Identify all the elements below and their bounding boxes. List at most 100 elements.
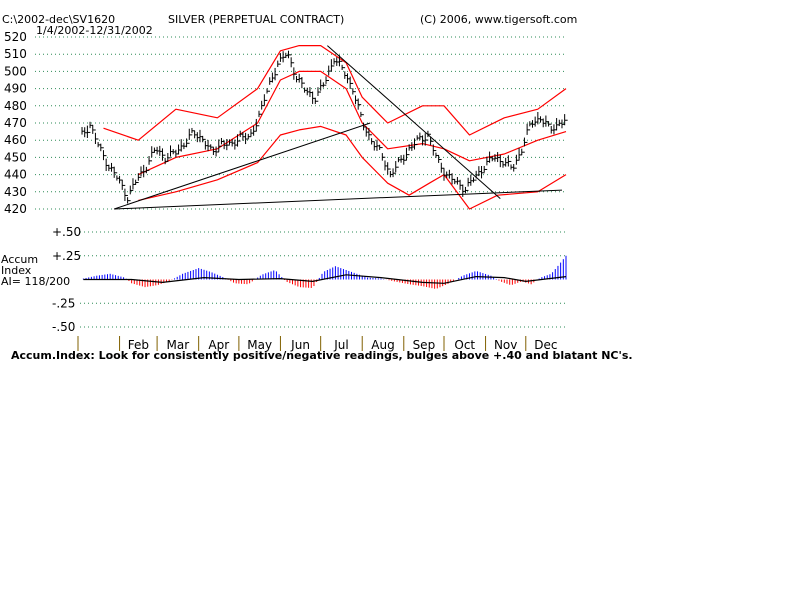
price-bar [395, 161, 399, 173]
price-bar [100, 143, 104, 152]
price-bar [403, 154, 407, 165]
price-bar [430, 136, 434, 146]
price-bar [129, 185, 134, 195]
price-tick-label: 500 [4, 64, 27, 78]
accum-histogram [82, 255, 567, 289]
price-bar [287, 50, 292, 59]
mid-band-line [138, 70, 567, 176]
accum-tick-label: -.50 [52, 320, 75, 334]
price-bar [513, 164, 517, 172]
price-bar [167, 153, 171, 162]
price-bar [360, 111, 364, 118]
price-bar [145, 166, 150, 174]
price-bar [161, 148, 166, 161]
price-bar [137, 173, 142, 181]
price-bar [124, 188, 128, 202]
price-bar [121, 179, 126, 190]
price-bar [94, 132, 99, 145]
month-label: Apr [208, 338, 229, 352]
price-bar [237, 134, 241, 147]
price-bar [424, 133, 429, 146]
price-bar [381, 153, 386, 161]
price-bar [427, 130, 431, 138]
price-bar [371, 138, 375, 145]
price-bar [481, 165, 485, 179]
price-y-axis: 520 510 500 490 480 470 460 450 440 430 420 [4, 30, 27, 216]
price-bar [277, 60, 281, 67]
price-bar [186, 138, 190, 148]
price-bar [387, 162, 391, 175]
footer-note: Accum.Index: Look for consistently posit… [11, 349, 633, 362]
price-bar [325, 76, 330, 84]
price-bands [103, 44, 567, 210]
price-bar [472, 177, 477, 183]
price-bar [102, 150, 107, 161]
month-label: Aug [371, 338, 394, 352]
price-tick-label: 430 [4, 185, 27, 199]
month-label: Feb [128, 338, 149, 352]
price-bar [483, 165, 488, 173]
price-bar [148, 156, 153, 165]
price-tick-label: 490 [4, 82, 27, 96]
accum-tick-label: +.50 [52, 225, 81, 239]
price-tick-label: 450 [4, 150, 27, 164]
price-bar [548, 121, 552, 127]
price-bar [258, 110, 262, 118]
month-label: Mar [167, 338, 190, 352]
trendline [327, 45, 501, 200]
accum-label-accum: Accum [1, 253, 38, 266]
month-label: Nov [494, 338, 517, 352]
price-bar [266, 88, 271, 94]
price-bar [392, 168, 397, 178]
month-label: Sep [413, 338, 436, 352]
accum-tick-label: +.25 [52, 249, 81, 263]
accum-tick-label: -.25 [52, 296, 75, 310]
price-bar [464, 186, 469, 194]
month-label: Dec [534, 338, 557, 352]
price-bar [290, 57, 295, 68]
price-tick-label: 420 [4, 202, 27, 216]
month-label: Jun [290, 338, 310, 352]
price-bar [135, 179, 139, 185]
price-bar [261, 100, 265, 110]
price-bar [438, 155, 442, 163]
price-bar [432, 144, 437, 156]
trendlines [114, 45, 562, 210]
price-bar [352, 88, 356, 95]
price-bar [564, 114, 568, 126]
price-bar [314, 97, 319, 105]
price-tick-label: 520 [4, 30, 27, 44]
price-bar [113, 166, 118, 178]
price-bar [255, 118, 260, 132]
price-bar [440, 162, 445, 173]
price-tick-label: 460 [4, 133, 27, 147]
price-bar [357, 98, 362, 110]
accum-annotation: AI= 118/200 [1, 275, 70, 288]
price-tick-label: 470 [4, 116, 27, 130]
price-bar [507, 155, 512, 167]
price-bar [526, 123, 531, 135]
price-bar [188, 128, 193, 140]
price-tick-label: 480 [4, 99, 27, 113]
month-label: May [247, 338, 272, 352]
price-bar [521, 148, 525, 156]
month-label: Jul [333, 338, 348, 352]
price-gridlines [35, 36, 566, 210]
price-bars [81, 50, 568, 204]
price-bar [349, 76, 354, 89]
date-range: 1/4/2002-12/31/2002 [36, 24, 153, 37]
upper-band-line [103, 44, 567, 141]
price-bar [218, 139, 222, 152]
price-bar [301, 76, 305, 89]
price-bar [405, 147, 410, 161]
price-bar [202, 135, 206, 143]
chart-title: SILVER (PERPETUAL CONTRACT) [168, 13, 345, 26]
month-axis: Feb Mar Apr May Jun Jul Aug Sep Oct Nov Dec [77, 336, 558, 352]
month-label: Oct [454, 338, 475, 352]
price-bar [523, 137, 528, 147]
price-bar [341, 64, 346, 70]
price-bar [274, 67, 279, 81]
price-bar [330, 59, 335, 72]
price-bar [293, 67, 297, 80]
